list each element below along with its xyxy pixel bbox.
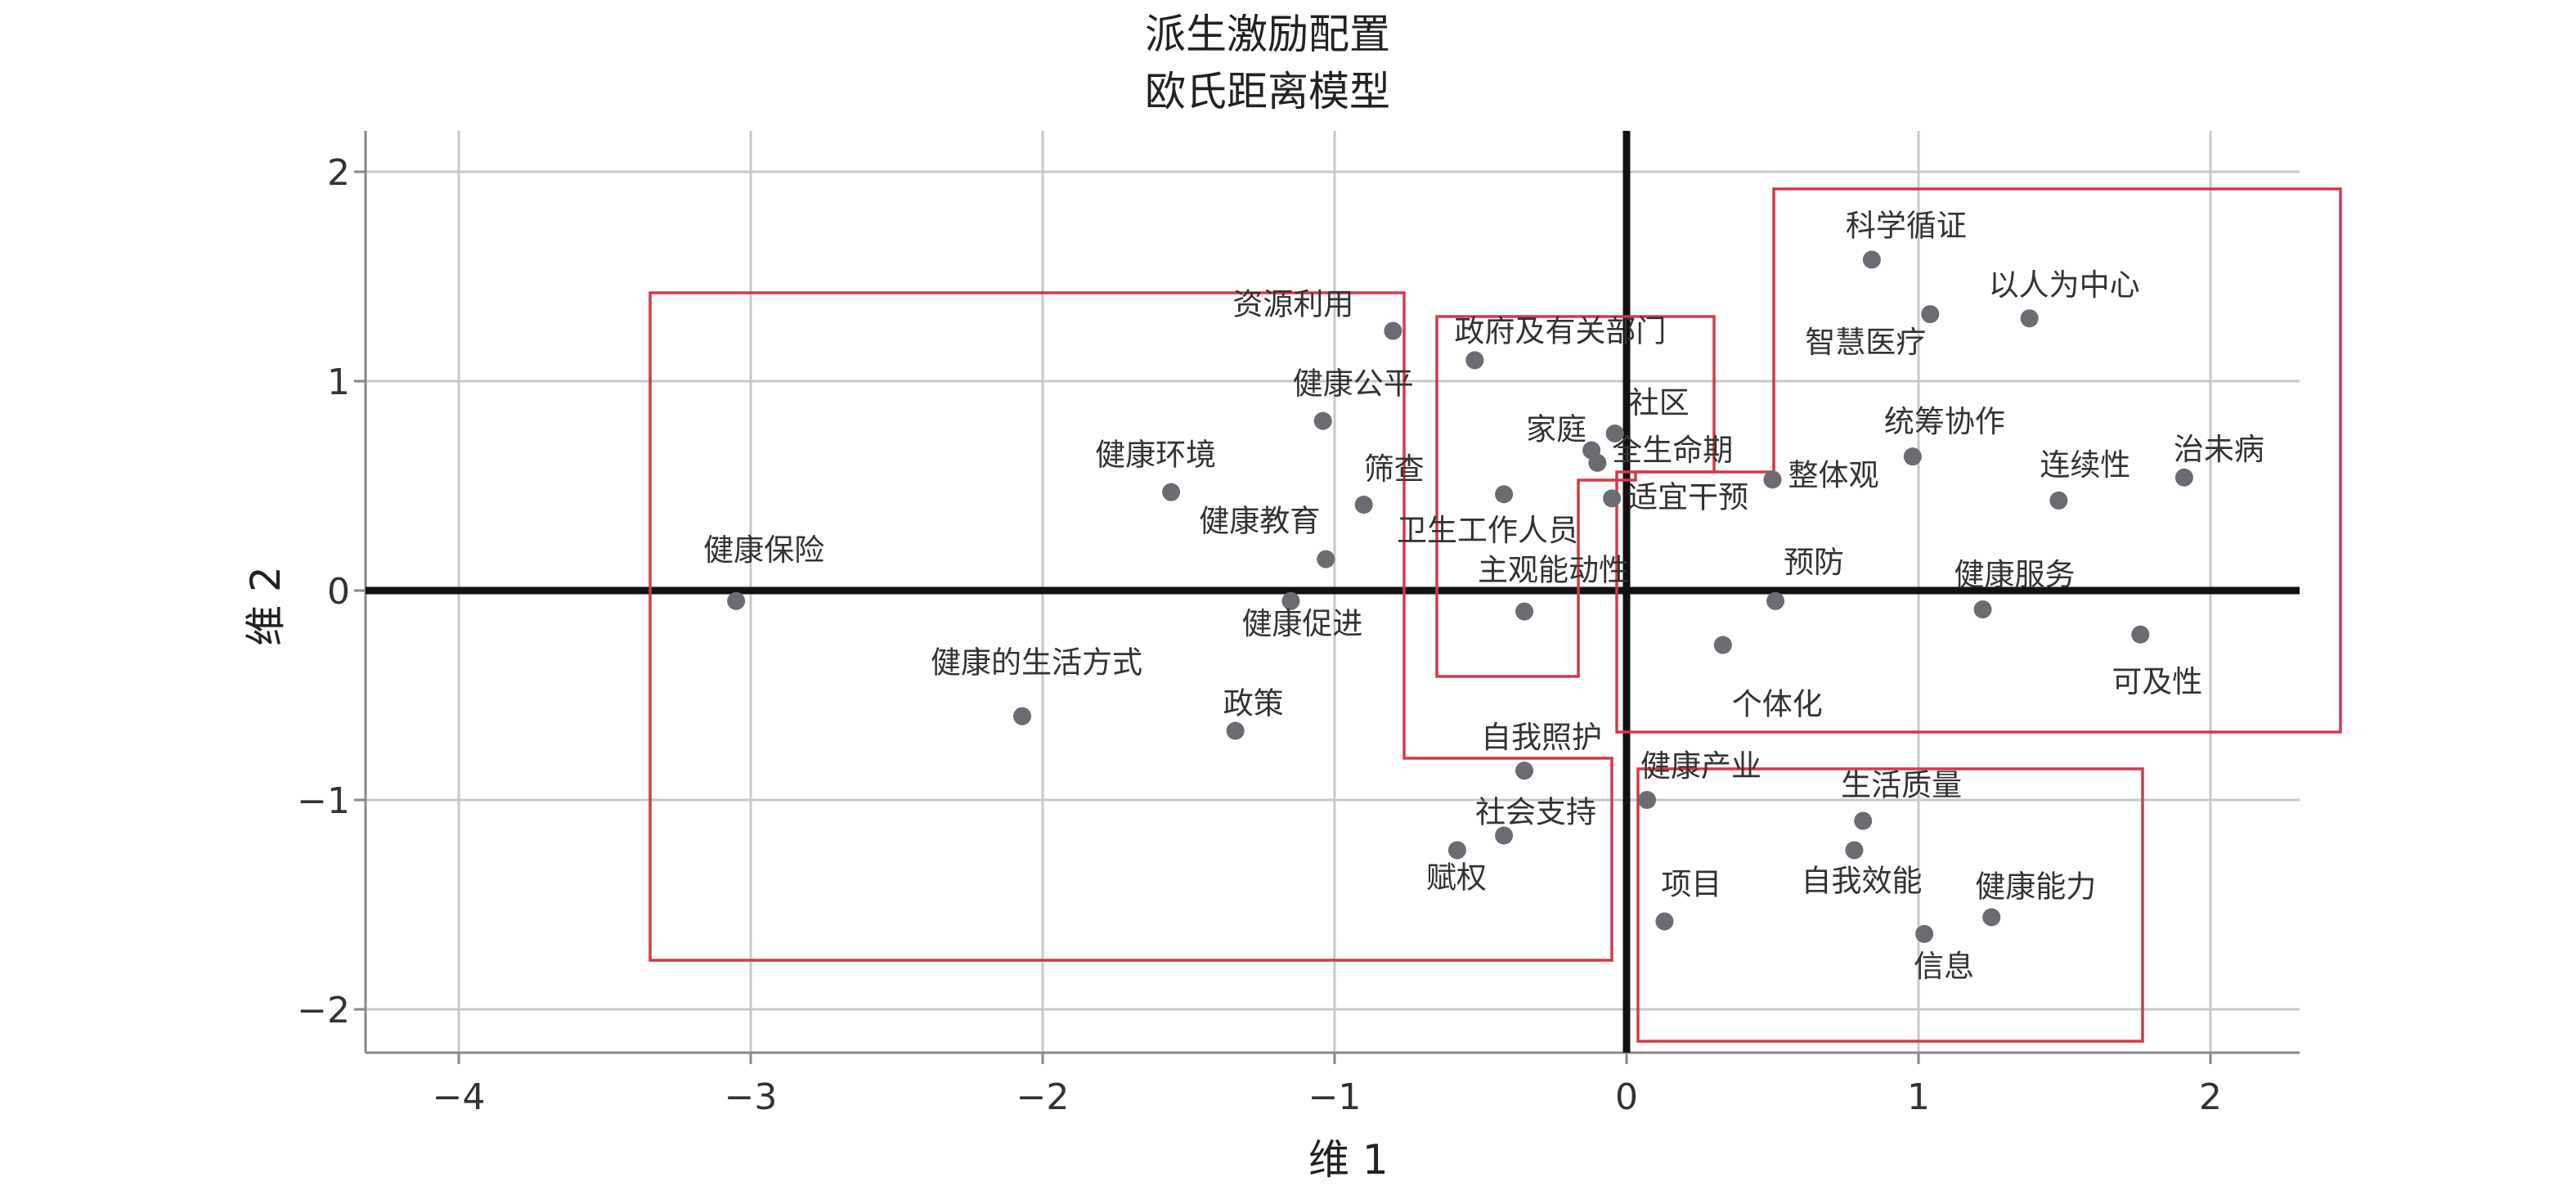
point-label: 赋权 (1426, 860, 1487, 895)
y-tick-label: −1 (297, 780, 350, 822)
data-point (1384, 321, 1402, 340)
data-point (1903, 447, 1922, 466)
x-tick-label: −4 (433, 1076, 486, 1118)
point-label: 个体化 (1732, 687, 1823, 722)
x-axis-label: 维 1 (1308, 1136, 1389, 1184)
point-label: 自我效能 (1801, 863, 1922, 898)
point-label: 健康公平 (1293, 366, 1414, 402)
data-point (1763, 470, 1782, 489)
data-point (1973, 600, 1992, 619)
point-label: 政府及有关部门 (1454, 313, 1666, 348)
point-label: 统筹协作 (1884, 404, 2005, 439)
point-label: 连续性 (2040, 447, 2130, 483)
point-label: 自我照护 (1481, 720, 1602, 755)
point-label: 政策 (1223, 686, 1284, 721)
data-point (1845, 841, 1864, 860)
data-point (1921, 305, 1940, 324)
point-label: 卫生工作人员 (1397, 513, 1578, 548)
chart-subtitle: 欧氏距离模型 (1145, 68, 1390, 115)
point-label: 以人为中心 (1989, 267, 2140, 303)
data-point (2049, 491, 2068, 510)
point-label: 预防 (1784, 545, 1844, 580)
data-point (2020, 309, 2039, 328)
point-label: 整体观 (1788, 457, 1879, 492)
point-label: 家庭 (1526, 411, 1586, 447)
data-point (1854, 811, 1873, 830)
point-label: 项目 (1661, 866, 1721, 901)
data-point (2174, 468, 2193, 487)
x-tick-label: −3 (725, 1076, 778, 1118)
data-point (1162, 483, 1181, 501)
data-point (1354, 496, 1373, 514)
point-label: 可及性 (2112, 664, 2202, 699)
data-point (1603, 489, 1622, 508)
point-label: 信息 (1914, 949, 1974, 984)
point-label: 健康环境 (1095, 438, 1216, 473)
y-tick-label: −2 (297, 990, 350, 1031)
data-point (1465, 351, 1484, 370)
data-point (1655, 912, 1674, 931)
y-tick-label: 2 (327, 152, 350, 194)
data-point (2131, 625, 2150, 644)
point-label: 筛查 (1364, 451, 1425, 487)
point-label: 社会支持 (1475, 795, 1596, 830)
point-label: 健康能力 (1975, 869, 2096, 904)
x-tick-label: 2 (2199, 1076, 2222, 1118)
data-point (1637, 791, 1656, 809)
x-tick-label: 0 (1615, 1076, 1638, 1118)
point-label: 资源利用 (1232, 287, 1353, 322)
data-point (1313, 411, 1332, 430)
x-tick-label: 1 (1907, 1076, 1930, 1118)
data-point (1515, 602, 1534, 621)
point-label: 健康保险 (703, 532, 824, 568)
chart-title: 派生激励配置 (1145, 11, 1390, 58)
y-tick-label: 1 (327, 362, 350, 403)
cluster-outline (1636, 767, 2144, 1043)
data-point (727, 591, 746, 610)
point-label: 健康产业 (1640, 748, 1761, 784)
point-label: 生活质量 (1841, 768, 1962, 803)
point-label: 健康教育 (1199, 504, 1320, 539)
point-label: 健康服务 (1954, 557, 2076, 592)
y-tick-label: 0 (327, 571, 350, 613)
point-label: 治未病 (2174, 432, 2264, 467)
point-label: 主观能动性 (1478, 553, 1629, 588)
point-label: 全生命期 (1612, 433, 1733, 468)
data-point (1447, 841, 1466, 860)
point-label: 社区 (1629, 385, 1690, 420)
data-point (1515, 761, 1534, 780)
point-label: 科学循证 (1846, 209, 1967, 244)
data-point (1713, 636, 1732, 654)
data-point (1495, 485, 1514, 504)
data-point (1862, 250, 1881, 269)
point-label: 适宜干预 (1627, 479, 1748, 514)
cluster-outline (648, 291, 1613, 962)
data-point (1317, 550, 1335, 568)
data-point (1281, 591, 1300, 610)
cluster-outline (1435, 315, 1716, 678)
data-point (1766, 591, 1785, 610)
point-label: 智慧医疗 (1805, 325, 1926, 360)
data-point (1588, 453, 1607, 472)
data-point (1915, 924, 1934, 943)
data-point (1982, 908, 2001, 927)
data-point (1605, 425, 1624, 443)
x-tick-label: −2 (1016, 1076, 1070, 1118)
point-label: 健康的生活方式 (931, 645, 1142, 681)
x-tick-label: −1 (1308, 1076, 1362, 1118)
point-label: 健康促进 (1241, 606, 1362, 641)
data-point (1013, 707, 1032, 726)
data-point (1226, 721, 1245, 740)
data-point (1495, 826, 1514, 845)
